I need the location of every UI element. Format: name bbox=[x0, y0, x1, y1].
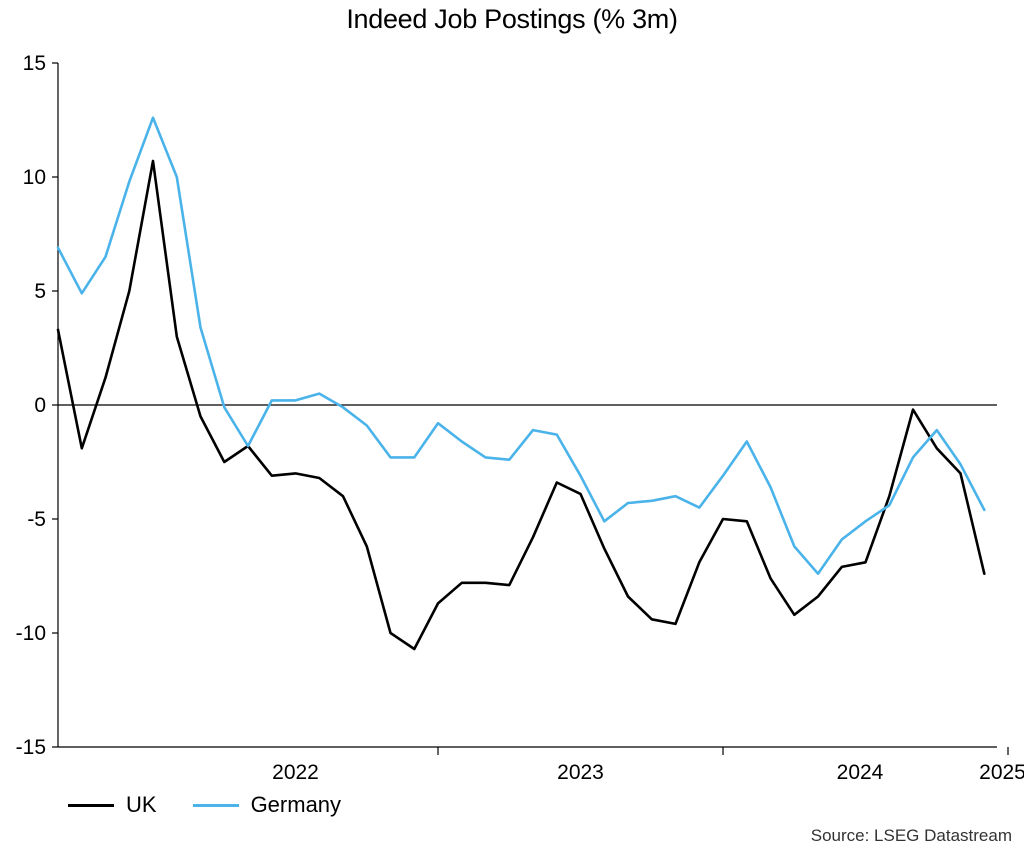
series-line-uk bbox=[56, 159, 986, 651]
y-tick-label: -5 bbox=[27, 508, 46, 531]
y-tick-label: -15 bbox=[16, 736, 46, 759]
y-tick-label: 15 bbox=[23, 52, 46, 75]
series-layer bbox=[56, 116, 986, 651]
axes-layer bbox=[52, 62, 1009, 755]
legend-swatch-germany bbox=[192, 803, 239, 807]
legend-swatch-uk bbox=[68, 803, 114, 807]
y-tick-label: 5 bbox=[34, 280, 46, 303]
y-tick-label: -10 bbox=[16, 622, 46, 645]
x-tick-label: 2022 bbox=[272, 761, 319, 784]
chart-title: Indeed Job Postings (% 3m) bbox=[346, 4, 678, 34]
source-note: Source: LSEG Datastream bbox=[810, 826, 1012, 845]
legend-item-uk: UK bbox=[68, 792, 157, 818]
x-tick-label: 2024 bbox=[837, 761, 884, 784]
series-line-germany bbox=[56, 116, 986, 576]
legend-label-uk: UK bbox=[126, 792, 157, 817]
legend-item-germany: Germany bbox=[192, 792, 342, 818]
legend: UK Germany bbox=[68, 792, 341, 818]
y-tick-label: 0 bbox=[34, 394, 46, 417]
labels-layer: 15 10 5 0 -5 -10 -15 2022 2023 2024 2025 bbox=[16, 52, 1024, 784]
legend-label-germany: Germany bbox=[250, 792, 342, 817]
x-tick-label: 2023 bbox=[557, 761, 604, 784]
x-tick-label: 2025 bbox=[979, 761, 1024, 784]
y-tick-label: 10 bbox=[23, 166, 46, 189]
